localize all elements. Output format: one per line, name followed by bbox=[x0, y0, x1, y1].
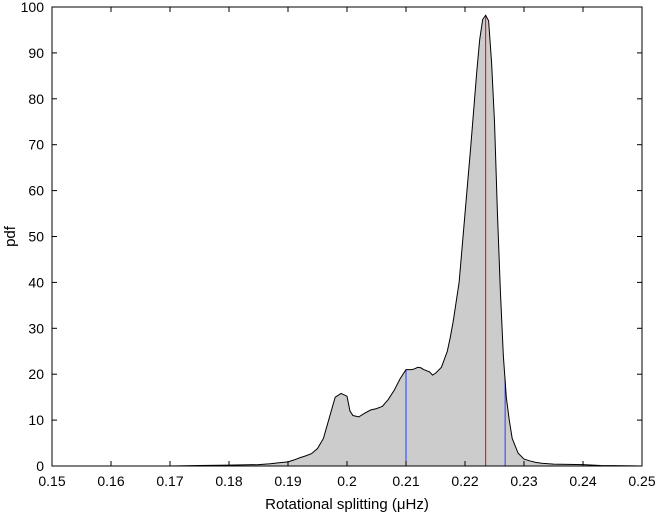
x-tick-label: 0.2 bbox=[337, 473, 357, 489]
plot-area bbox=[51, 6, 643, 467]
y-tick-label: 10 bbox=[28, 412, 44, 428]
x-tick-label: 0.18 bbox=[215, 473, 242, 489]
y-tick-label: 0 bbox=[36, 458, 44, 474]
density-outline bbox=[52, 14, 643, 467]
x-axis-title: Rotational splitting (μHz) bbox=[265, 496, 429, 513]
y-tick-label: 90 bbox=[28, 45, 44, 61]
y-tick-label: 40 bbox=[28, 274, 44, 290]
y-axis: 0 10 20 30 40 50 60 70 80 90 100 bbox=[21, 0, 642, 474]
x-tick-label: 0.19 bbox=[274, 473, 301, 489]
y-tick-label: 30 bbox=[28, 320, 44, 336]
x-tick-label: 0.21 bbox=[392, 473, 419, 489]
y-tick-label: 50 bbox=[28, 229, 44, 245]
x-tick-label: 0.23 bbox=[510, 473, 537, 489]
x-tick-label: 0.24 bbox=[569, 473, 596, 489]
vertical-lines bbox=[405, 15, 506, 466]
y-tick-label: 20 bbox=[28, 366, 44, 382]
y-tick-label: 100 bbox=[21, 0, 45, 15]
x-tick-label: 0.16 bbox=[97, 473, 124, 489]
x-axis: 0.15 0.16 0.17 0.18 0.19 0.2 0.21 0.22 0.23 0.24 0… bbox=[38, 7, 656, 489]
x-tick-label: 0.15 bbox=[38, 473, 65, 489]
x-tick-label: 0.25 bbox=[628, 473, 655, 489]
y-tick-label: 80 bbox=[28, 91, 44, 107]
y-tick-label: 70 bbox=[28, 137, 44, 153]
x-tick-label: 0.17 bbox=[156, 473, 183, 489]
plot-frame bbox=[52, 7, 642, 466]
y-tick-label: 60 bbox=[28, 183, 44, 199]
x-tick-label: 0.22 bbox=[451, 473, 478, 489]
y-axis-title: pdf bbox=[2, 225, 19, 247]
